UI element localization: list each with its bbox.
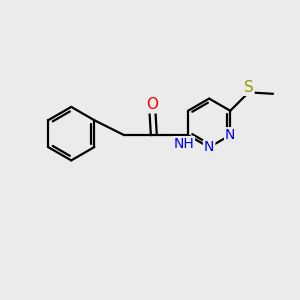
Text: S: S (244, 80, 254, 95)
Text: NH: NH (173, 137, 194, 151)
Text: N: N (225, 128, 236, 142)
Text: N: N (204, 140, 214, 154)
Text: O: O (146, 97, 158, 112)
